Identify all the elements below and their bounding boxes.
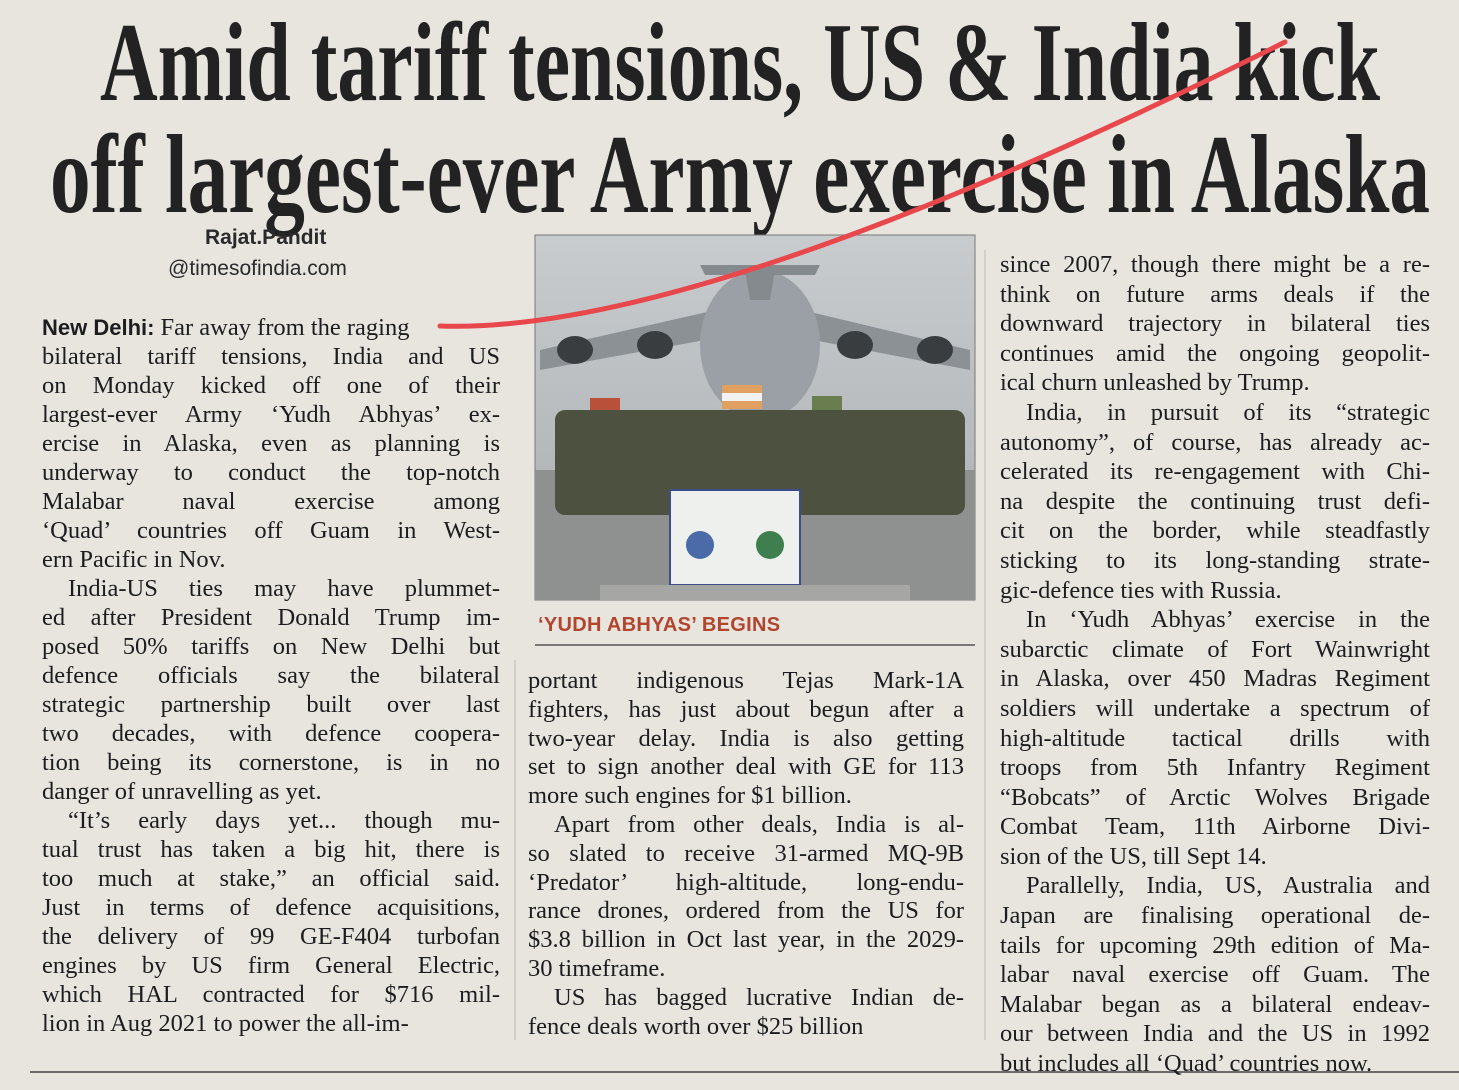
text-line: US has bagged lucrative Indian de- (554, 983, 964, 1011)
byline-author: Rajat.Pandit (205, 226, 327, 249)
text-line: downward trajectory in bilateral ties (1000, 310, 1430, 338)
text-line: more such engines for $1 billion. (528, 782, 852, 810)
text-line: Japan are finalising operational de- (1000, 902, 1430, 930)
photo (534, 234, 976, 601)
text-line: high-altitude tactical drills with (1000, 724, 1430, 752)
text-line: $3.8 billion in Oct last year, in the 20… (528, 926, 964, 954)
text-line: autonomy”, of course, has already ac- (1000, 428, 1430, 456)
text-line: Parallelly, India, US, Australia and (1026, 872, 1430, 900)
text-line: continues amid the ongoing geopolit- (1000, 339, 1430, 367)
text-line: Malabar began as a bilateral endeav- (1000, 990, 1430, 1018)
text-line: India-US ties may have plummet- (68, 575, 500, 602)
column: since 2007, though there might be a re-t… (1000, 250, 1430, 1079)
text-line: labar naval exercise off Guam. The (1000, 961, 1430, 989)
text-line: cit on the border, while steadfastly (1000, 517, 1430, 545)
text-line: strategic partnership built over last (42, 691, 500, 718)
text-line: “It’s early days yet... though mu- (68, 807, 500, 834)
headline-line: Amid tariff tensions, US & India kick (100, 1, 1381, 125)
text-line: na despite the continuing trust defi- (1000, 487, 1430, 515)
text-line: on Monday kicked off one of their (42, 372, 500, 399)
text-line: largest-ever Army ‘Yudh Abhyas’ ex- (42, 401, 500, 428)
text-line: the delivery of 99 GE-F404 turbofan (42, 923, 500, 950)
text-line: underway to conduct the top-notch (42, 459, 500, 486)
text-line: in Alaska, over 450 Madras Regiment (1000, 665, 1430, 693)
text-line: Apart from other deals, India is al- (554, 810, 964, 838)
text-line-text: Far away from the raging (160, 314, 410, 341)
text-line: portant indigenous Tejas Mark-1A (528, 667, 964, 694)
text-line: Combat Team, 11th Airborne Divi- (1000, 813, 1430, 841)
text-line: sticking to its long-standing strate- (1000, 546, 1430, 574)
text-line: troops from 5th Infantry Regiment (1000, 754, 1430, 782)
column: New Delhi: Far away from the raging bilate… (42, 313, 500, 1038)
text-line: Malabar naval exercise among (42, 488, 500, 515)
headline-line: off largest-ever Army exercise in Alaska (50, 113, 1430, 237)
text-line: since 2007, though there might be a re- (1000, 251, 1430, 278)
text-line: ‘Quad’ countries off Guam in West- (42, 517, 500, 544)
text-line: think on future arms deals if the (1000, 280, 1430, 308)
text-line: ern Pacific in Nov. (42, 546, 226, 573)
text-line: set to sign another deal with GE for 113 (528, 753, 964, 781)
text-line: posed 50% tariffs on New Delhi but (42, 633, 500, 660)
dateline: New Delhi: (42, 315, 155, 340)
text-line: ical churn unleashed by Trump. (1000, 369, 1310, 397)
text-line: soldiers will undertake a spectrum of (1000, 694, 1430, 722)
text-line: fence deals worth over $25 billion (528, 1012, 864, 1040)
column: portant indigenous Tejas Mark-1A fighters… (528, 667, 964, 1041)
text-line: fighters, has just about begun after a (528, 695, 964, 723)
text-line: tual trust has taken a big hit, there is (42, 836, 500, 863)
text-line: ercise in Alaska, even as planning is (42, 430, 500, 457)
text-line: our between India and the US in 1992 (1000, 1020, 1430, 1048)
text-line: bilateral tariff tensions, India and US (42, 343, 500, 370)
text-line: engines by US firm General Electric, (42, 952, 500, 979)
text-line: danger of unravelling as yet. (42, 778, 322, 805)
text-line: New Delhi: Far away from the raging (42, 313, 500, 342)
text-line: ed after President Donald Trump im- (42, 604, 500, 631)
text-line: tails for upcoming 29th edition of Ma- (1000, 931, 1430, 959)
text-line: two-year delay. India is also getting (528, 724, 964, 752)
text-line: defence officials say the bilateral (42, 662, 500, 689)
text-line: too much at stake,” an official said. (42, 865, 500, 892)
byline-handle: @timesofindia.com (168, 257, 347, 280)
text-line: gic-defence ties with Russia. (1000, 576, 1282, 604)
text-line: sion of the US, till Sept 14. (1000, 842, 1267, 870)
text-line: 30 timeframe. (528, 954, 666, 982)
text-line: two decades, with defence coopera- (42, 720, 500, 747)
text-line: “Bobcats” of Arctic Wolves Brigade (1000, 783, 1430, 811)
text-line: Just in terms of defence acquisitions, (42, 894, 500, 921)
text-line: rance drones, ordered from the US for (528, 897, 964, 925)
text-line: subarctic climate of Fort Wainwright (1000, 635, 1430, 663)
text-line: which HAL contracted for $716 mil- (42, 981, 500, 1008)
text-line: India, in pursuit of its “strategic (1026, 398, 1430, 426)
text-line: In ‘Yudh Abhyas’ exercise in the (1026, 606, 1430, 634)
pen-strike (437, 39, 1288, 329)
text-line: so slated to receive 31-armed MQ-9B (528, 839, 964, 867)
text-line: lion in Aug 2021 to power the all-im- (42, 1010, 409, 1037)
text-line: but includes all ‘Quad’ countries now. (1000, 1050, 1373, 1078)
text-line: tion being its cornerstone, is in no (42, 749, 500, 776)
text-line: ‘Predator’ high-altitude, long-endu- (528, 868, 964, 896)
text-line: celerated its re-engagement with Chi- (1000, 458, 1430, 486)
photo-caption: ‘YUDH ABHYAS’ BEGINS (538, 614, 781, 636)
